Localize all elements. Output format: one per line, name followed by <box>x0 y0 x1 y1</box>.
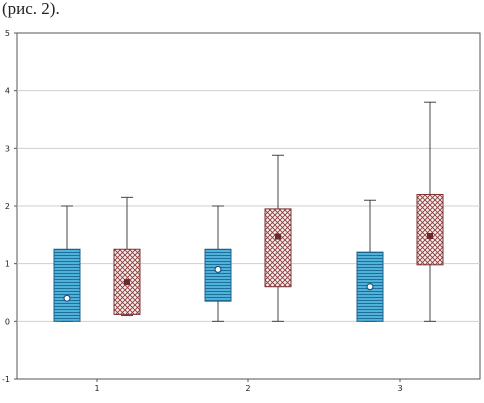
box-plot <box>416 101 444 322</box>
box <box>204 248 232 302</box>
box-plot <box>264 154 292 322</box>
box <box>416 193 444 266</box>
y-tick-label: 4 <box>5 87 10 96</box>
y-tick-label: 5 <box>5 29 10 38</box>
x-tick-label: 2 <box>245 384 250 393</box>
y-tick-label: 1 <box>5 260 10 269</box>
figure-caption: (рис. 2). <box>2 0 60 18</box>
box-plot <box>204 205 232 322</box>
x-axis: 1 2 3 <box>94 379 403 393</box>
box-plot <box>113 196 141 317</box>
box-plot <box>53 205 81 322</box>
y-tick-label: 3 <box>5 144 10 153</box>
box <box>53 248 81 322</box>
median-marker <box>427 232 433 239</box>
median-marker <box>366 283 374 291</box>
median-marker <box>124 279 130 286</box>
y-tick-label: 2 <box>5 202 10 211</box>
box-plot <box>356 199 384 322</box>
y-axis: -1 0 1 2 3 4 5 <box>2 29 17 384</box>
x-tick-label: 1 <box>94 384 99 393</box>
grid-lines <box>17 90 480 322</box>
y-tick-label: -1 <box>2 375 10 384</box>
y-tick-label: 0 <box>5 317 10 326</box>
box <box>264 208 292 288</box>
median-marker <box>275 233 281 240</box>
x-tick-label: 3 <box>397 384 402 393</box>
box-plots <box>53 101 444 322</box>
median-marker <box>63 294 71 302</box>
median-marker <box>214 265 222 274</box>
